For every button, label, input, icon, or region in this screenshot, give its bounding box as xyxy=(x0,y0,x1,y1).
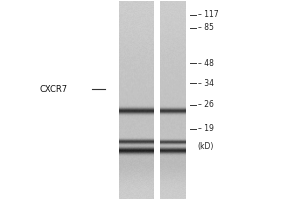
Text: CXCR7: CXCR7 xyxy=(40,85,68,94)
Text: (kD): (kD) xyxy=(198,142,214,151)
Text: – 19: – 19 xyxy=(198,124,214,133)
Text: – 85: – 85 xyxy=(198,23,214,32)
Text: – 34: – 34 xyxy=(198,79,214,88)
Text: – 26: – 26 xyxy=(198,100,214,109)
Text: – 117: – 117 xyxy=(198,10,218,19)
Text: – 48: – 48 xyxy=(198,59,214,68)
